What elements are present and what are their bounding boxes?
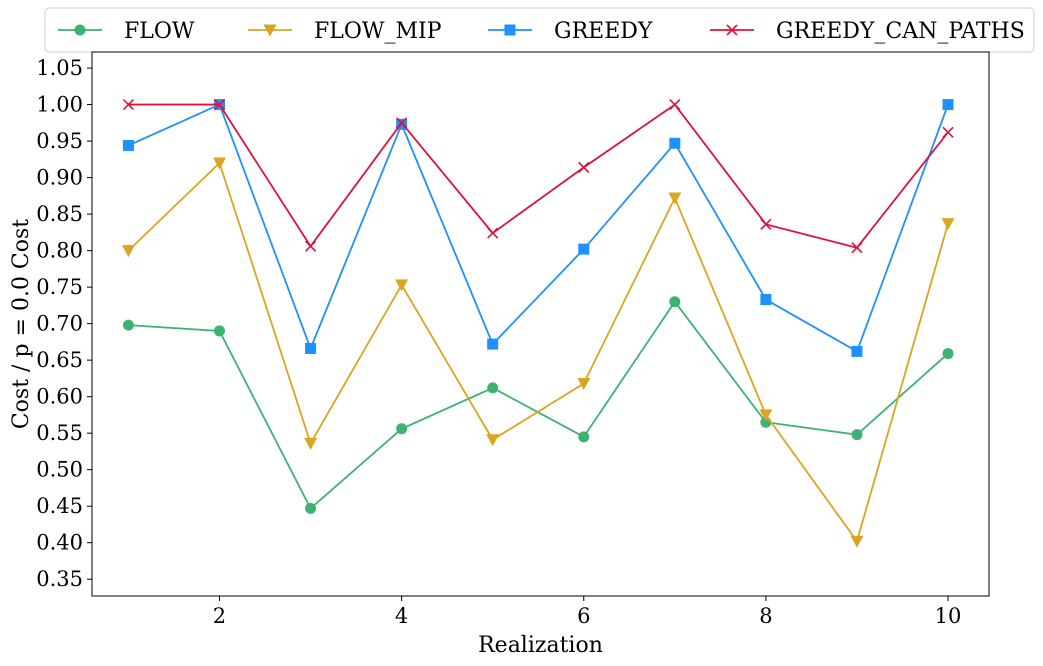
y-tick-label: 0.75 — [36, 275, 83, 299]
data-point-greedy-can-paths — [487, 227, 499, 239]
legend-label: GREEDY — [554, 19, 653, 44]
data-point-flow — [213, 325, 225, 337]
data-point-greedy — [760, 294, 772, 306]
data-point-greedy-can-paths — [942, 126, 954, 138]
data-point-flow-mip — [212, 157, 226, 170]
legend-label: GREEDY_CAN_PATHS — [776, 19, 1025, 44]
series-line-flow-mip — [127, 161, 949, 544]
data-point-greedy-can-paths — [760, 218, 772, 230]
legend-item-flow-mip: FLOW_MIP — [248, 19, 442, 44]
data-point-flow — [396, 423, 408, 435]
data-point-flow — [578, 431, 590, 443]
legend-marker — [263, 24, 277, 37]
data-point-greedy — [305, 342, 317, 354]
x-tick-label: 10 — [935, 604, 962, 628]
series-greedy-can-paths — [122, 99, 954, 254]
data-point-greedy — [487, 338, 499, 350]
y-tick-label: 0.80 — [36, 239, 83, 263]
data-point-greedy — [942, 99, 954, 111]
y-axis-title: Cost / p = 0.0 Cost — [9, 219, 34, 429]
legend-label: FLOW_MIP — [314, 19, 442, 44]
data-point-flow — [669, 296, 681, 308]
series-line-greedy — [128, 103, 949, 353]
data-point-greedy-can-paths — [304, 240, 317, 252]
y-tick-label: 0.70 — [36, 312, 83, 336]
x-axis-title: Realization — [478, 633, 603, 658]
data-point-greedy-can-paths — [669, 99, 681, 111]
y-tick-label: 0.65 — [36, 348, 83, 372]
data-point-greedy — [122, 139, 134, 151]
data-point-flow — [851, 429, 863, 441]
y-tick-label: 0.45 — [36, 494, 83, 518]
series-flow-mip — [121, 157, 955, 548]
data-point-flow-mip — [395, 279, 409, 292]
data-point-flow-mip — [577, 378, 591, 391]
legend-item-flow: FLOW — [58, 19, 195, 44]
data-point-flow-mip — [850, 535, 864, 548]
y-tick-label: 0.50 — [36, 458, 83, 482]
y-tick-label: 1.00 — [36, 93, 83, 117]
x-tick-label: 6 — [577, 604, 590, 628]
series-flow — [122, 296, 954, 514]
plot-area — [91, 51, 990, 597]
data-point-flow — [487, 382, 499, 394]
data-point-flow-mip — [941, 218, 955, 231]
legend-label: FLOW — [124, 19, 195, 44]
y-tick-label: 0.35 — [36, 567, 83, 591]
series-greedy — [122, 99, 954, 357]
data-point-flow-mip — [668, 192, 682, 205]
data-point-flow-mip — [304, 437, 318, 450]
data-point-flow — [305, 502, 317, 514]
y-axis: 0.35 0.40 0.45 0.50 0.55 0.60 0.65 0.70 0.75 0.80… — [36, 56, 92, 591]
legend-marker — [726, 24, 738, 36]
data-point-flow-mip — [486, 434, 500, 447]
legend-item-greedy: GREEDY — [488, 19, 653, 44]
series-layer — [121, 99, 955, 548]
data-point-flow — [942, 348, 954, 360]
y-tick-label: 0.85 — [36, 202, 83, 226]
y-tick-label: 0.95 — [36, 129, 83, 153]
data-point-greedy-can-paths — [213, 99, 226, 111]
data-point-greedy-can-paths — [122, 99, 134, 111]
legend: FLOW FLOW_MIP GREEDY GREEDY_CAN_PATHS — [44, 7, 1035, 53]
y-tick-label: 1.05 — [36, 56, 83, 80]
data-point-greedy-can-paths — [396, 117, 408, 129]
data-point-greedy — [578, 243, 590, 255]
y-tick-label: 0.55 — [36, 421, 83, 445]
x-tick-label: 2 — [213, 604, 226, 628]
data-point-greedy — [669, 137, 681, 149]
y-tick-label: 0.40 — [36, 531, 83, 555]
data-point-flow-mip — [121, 245, 135, 258]
data-point-greedy-can-paths — [851, 242, 863, 254]
x-tick-label: 4 — [395, 604, 408, 628]
data-point-flow-mip — [759, 409, 773, 422]
data-point-flow — [122, 319, 134, 331]
y-tick-label: 0.90 — [36, 166, 83, 190]
legend-marker — [504, 24, 516, 36]
legend-marker — [74, 24, 86, 36]
series-line-greedy-can-paths — [128, 103, 949, 249]
x-tick-label: 8 — [759, 604, 772, 628]
data-point-greedy-can-paths — [578, 161, 590, 173]
legend-item-greedy-can-paths: GREEDY_CAN_PATHS — [710, 19, 1025, 44]
x-axis: 2 4 6 8 10 — [213, 596, 962, 628]
data-point-greedy — [851, 345, 863, 357]
y-tick-label: 0.60 — [36, 385, 83, 409]
